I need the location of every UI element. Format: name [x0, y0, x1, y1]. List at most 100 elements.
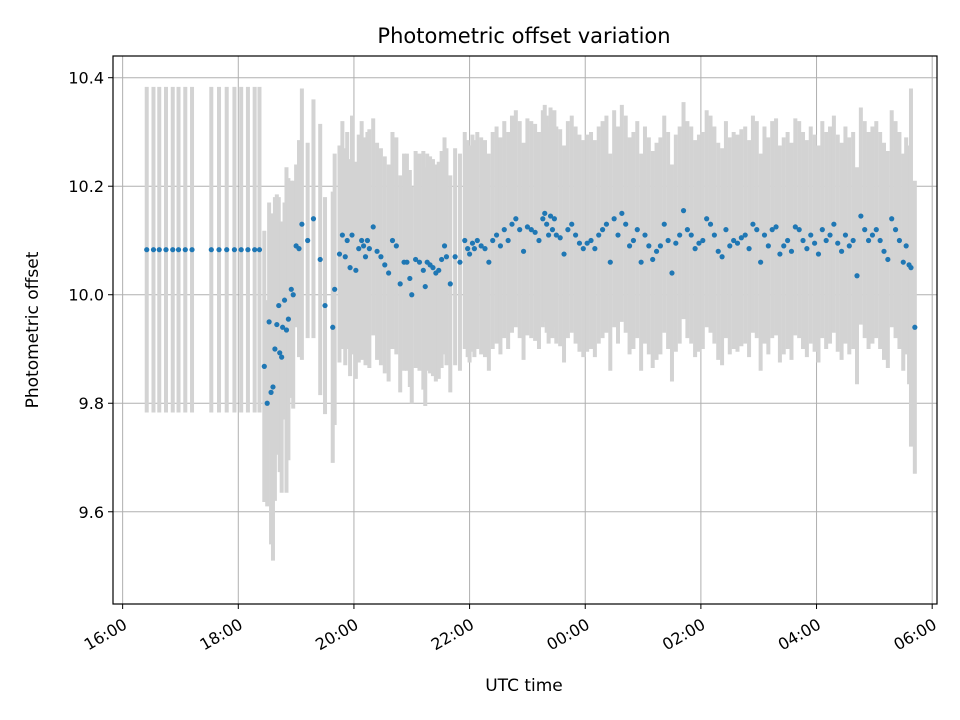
data-point [536, 237, 542, 244]
data-point [274, 321, 280, 328]
data-point [796, 227, 802, 233]
data-point [469, 240, 476, 246]
data-point [738, 235, 744, 241]
data-point [524, 224, 531, 230]
data-point [653, 248, 660, 254]
data-point [501, 227, 507, 233]
data-point [493, 232, 500, 238]
data-point [471, 246, 478, 252]
data-point [865, 237, 872, 244]
data-point [264, 400, 270, 406]
data-point [330, 324, 336, 330]
data-point [144, 247, 150, 253]
data-point [332, 286, 338, 292]
data-point [788, 248, 795, 254]
data-point [553, 232, 559, 238]
data-point [497, 243, 504, 249]
data-point [769, 227, 775, 233]
data-point [869, 232, 876, 238]
data-point [189, 247, 195, 253]
data-point [638, 259, 644, 265]
data-point [842, 232, 849, 238]
data-point [261, 363, 267, 369]
data-point [422, 283, 428, 290]
data-point [785, 237, 791, 244]
data-point [238, 247, 244, 253]
data-point [224, 247, 230, 253]
data-point [746, 246, 752, 252]
data-point [873, 227, 879, 233]
data-point [742, 232, 748, 238]
data-point [750, 221, 756, 227]
data-point [393, 243, 399, 249]
data-point [800, 237, 806, 244]
y-tick-label: 10.2 [68, 177, 104, 196]
data-point [256, 247, 263, 253]
data-point [892, 227, 899, 233]
data-point [362, 254, 369, 260]
data-point [877, 237, 883, 244]
data-point [881, 248, 887, 254]
data-point [696, 240, 702, 246]
data-point [804, 246, 810, 252]
data-point [900, 259, 906, 265]
data-point [436, 267, 442, 273]
data-point [462, 237, 468, 244]
data-point [279, 354, 285, 360]
data-point [626, 243, 633, 249]
data-point [344, 237, 350, 244]
data-point [457, 259, 463, 265]
y-axis: 9.6 9.8 10.0 10.2 10.4 [68, 69, 113, 522]
data-point [889, 216, 895, 222]
data-point [322, 302, 328, 309]
data-point [270, 384, 276, 390]
data-point [532, 229, 538, 235]
data-point [603, 221, 610, 227]
data-point [378, 254, 384, 260]
data-point [661, 221, 667, 227]
data-point [482, 246, 488, 252]
data-points [144, 208, 918, 406]
data-point [831, 221, 837, 227]
data-point [896, 237, 903, 244]
data-point [885, 256, 891, 263]
data-point [619, 210, 625, 216]
data-point [576, 240, 583, 246]
data-point [665, 237, 671, 244]
data-point [704, 216, 710, 222]
data-point [347, 265, 353, 271]
data-point [758, 259, 764, 265]
data-point [374, 248, 380, 254]
data-point [305, 237, 311, 244]
data-point [547, 213, 554, 219]
data-point [680, 208, 687, 214]
data-point [528, 227, 534, 233]
data-point [156, 247, 162, 253]
data-point [792, 224, 798, 230]
data-point [360, 243, 367, 249]
data-point [588, 237, 594, 244]
data-point [777, 251, 783, 257]
data-point [854, 273, 860, 279]
data-point [452, 254, 458, 260]
y-axis-title: Photometric offset [23, 251, 43, 408]
data-point [835, 240, 841, 246]
data-point [409, 292, 415, 298]
data-point [339, 232, 345, 238]
data-point [584, 240, 590, 246]
data-point [715, 248, 721, 254]
data-point [611, 216, 617, 222]
data-point [281, 297, 288, 303]
data-point [808, 232, 814, 238]
data-point [517, 227, 523, 233]
data-point [465, 246, 471, 252]
data-point [397, 281, 403, 287]
data-point [474, 237, 480, 244]
data-point [599, 227, 606, 233]
data-point [280, 324, 286, 330]
data-point [572, 232, 579, 238]
data-point [490, 237, 496, 244]
data-point [557, 235, 563, 241]
data-point [336, 251, 343, 257]
data-point [520, 248, 527, 254]
